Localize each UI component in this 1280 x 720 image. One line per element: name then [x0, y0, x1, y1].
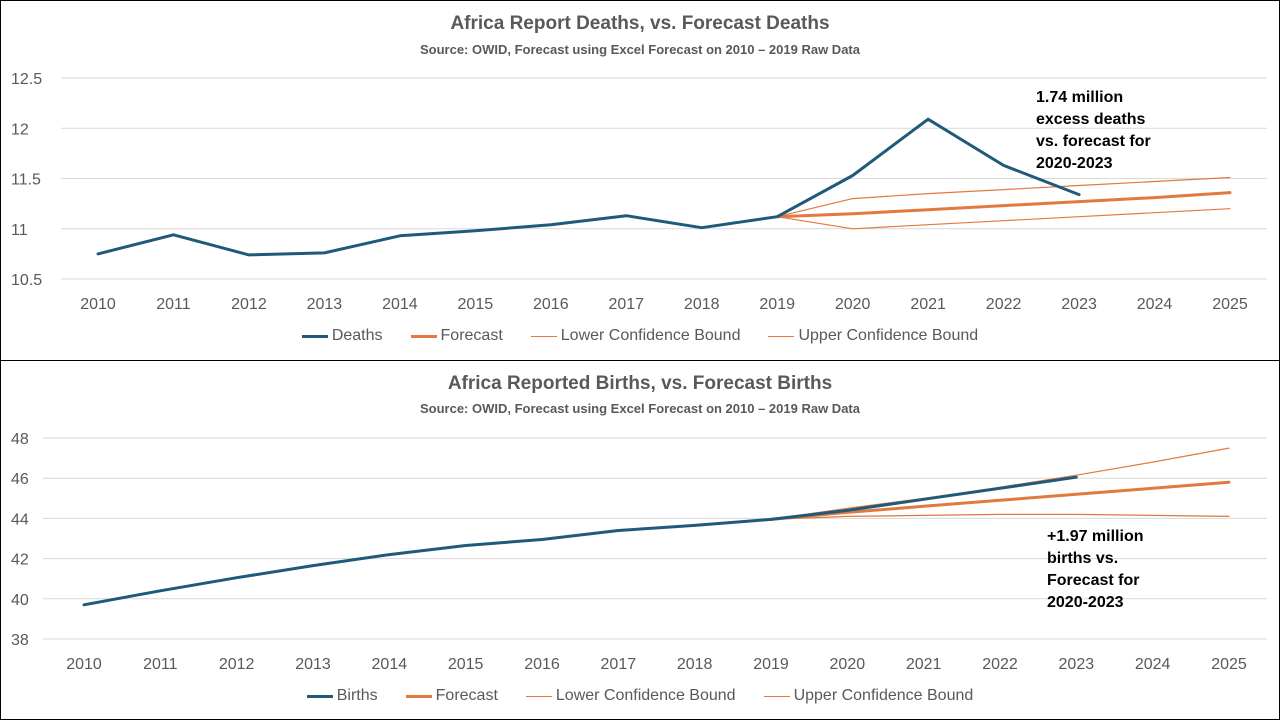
deaths-x-tick-label: 2022	[986, 296, 1022, 313]
births-x-tick-label: 2011	[143, 656, 178, 673]
births-y-tick-label: 42	[11, 552, 29, 569]
births-y-tick-label: 40	[11, 592, 29, 609]
legend-item-deaths-lower: Lower Confidence Bound	[530, 327, 741, 345]
deaths-x-tick-label: 2025	[1212, 296, 1248, 313]
legend-swatch-forecast	[410, 334, 437, 338]
legend-label-forecast: Forecast	[440, 327, 503, 344]
deaths-x-tick-label: 2014	[382, 296, 418, 313]
births-x-tick-label: 2010	[66, 656, 102, 673]
deaths-y-tick-label: 11	[11, 222, 28, 239]
deaths-x-tick-label: 2024	[1137, 296, 1173, 313]
legend-item-births-forecast: Forecast	[405, 687, 498, 705]
deaths-forecast-line	[775, 191, 1232, 219]
births-x-tick-label: 2021	[906, 656, 942, 673]
deaths-x-tick-label: 2010	[80, 296, 116, 313]
births-lower-bound-line	[770, 513, 1230, 520]
births-chart-title: Africa Reported Births, vs. Forecast Bir…	[447, 373, 833, 394]
legend-label-upper-b: Upper Confidence Bound	[793, 687, 974, 704]
births-chart-panel: Africa Reported Births, vs. Forecast Bir…	[0, 360, 1280, 720]
legend-swatch-lower	[530, 335, 557, 337]
deaths-annotation: 1.74 million excess deaths vs. forecast …	[1036, 89, 1151, 172]
births-x-tick-label: 2023	[1059, 656, 1095, 673]
legend-swatch-deaths	[301, 334, 328, 338]
births-x-tick-label: 2012	[219, 656, 255, 673]
births-x-tick-label: 2020	[830, 656, 866, 673]
births-annotation: +1.97 million births vs. Forecast for 20…	[1047, 528, 1144, 611]
legend-item-deaths: Deaths	[301, 327, 383, 345]
legend-item-deaths-upper: Upper Confidence Bound	[768, 327, 978, 345]
births-x-tick-label: 2022	[982, 656, 1018, 673]
legend-swatch-upper	[768, 335, 795, 337]
births-x-tick-label: 2025	[1211, 656, 1247, 673]
deaths-actual-line	[96, 117, 1081, 257]
legend-item-deaths-forecast: Forecast	[410, 327, 503, 345]
births-actual-line	[82, 475, 1078, 607]
deaths-x-tick-label: 2021	[910, 296, 946, 313]
births-chart-plot: 38 40 42 44 46 48 2010 2011 2012 2013 2014 2015 2016…	[11, 431, 1267, 673]
births-y-tick-label: 44	[11, 511, 29, 528]
deaths-lower-bound-line	[776, 208, 1231, 230]
births-x-tick-label: 2018	[677, 656, 713, 673]
births-y-tick-label: 46	[11, 471, 29, 488]
deaths-chart-panel: Africa Report Deaths, vs. Forecast Death…	[0, 0, 1280, 361]
legend-swatch-upper-b	[763, 695, 790, 697]
births-x-tick-label: 2017	[601, 656, 637, 673]
deaths-legend: Deaths Forecast Lower Confidence Bound U…	[1, 327, 1279, 345]
births-x-tick-label: 2014	[372, 656, 408, 673]
deaths-x-tick-label: 2013	[307, 296, 343, 313]
deaths-y-tick-label: 12	[11, 121, 29, 138]
deaths-x-tick-label: 2011	[156, 296, 191, 313]
legend-item-births: Births	[306, 687, 378, 705]
deaths-chart-subtitle: Source: OWID, Forecast using Excel Forec…	[419, 42, 860, 57]
deaths-upper-bound-line	[776, 176, 1231, 218]
deaths-x-tick-label: 2016	[533, 296, 569, 313]
births-x-tick-label: 2024	[1135, 656, 1171, 673]
births-upper-bound-line	[770, 447, 1230, 520]
legend-swatch-lower-b	[525, 695, 552, 697]
legend-label-forecast-b: Forecast	[435, 687, 498, 704]
births-x-tick-label: 2015	[448, 656, 484, 673]
deaths-x-tick-label: 2018	[684, 296, 720, 313]
births-chart-subtitle: Source: OWID, Forecast using Excel Forec…	[419, 401, 860, 416]
deaths-y-tick-label: 11.5	[11, 172, 41, 189]
deaths-x-tick-label: 2017	[608, 296, 644, 313]
births-y-tick-label: 38	[11, 632, 29, 649]
deaths-x-tick-label: 2023	[1061, 296, 1097, 313]
births-legend: Births Forecast Lower Confidence Bound U…	[1, 687, 1279, 705]
legend-label-deaths: Deaths	[331, 327, 383, 344]
births-x-tick-label: 2019	[753, 656, 789, 673]
births-y-tick-label: 48	[11, 431, 29, 448]
births-forecast-line	[769, 480, 1231, 521]
deaths-chart-plot: 10.5 11 11.5 12 12.5 2010 2011 2012 2013 2014 2015…	[11, 71, 1267, 313]
legend-label-lower: Lower Confidence Bound	[560, 327, 741, 344]
legend-label-upper: Upper Confidence Bound	[798, 327, 979, 344]
deaths-y-tick-label: 10.5	[11, 272, 42, 289]
deaths-y-tick-label: 12.5	[11, 71, 42, 88]
deaths-x-tick-label: 2020	[835, 296, 871, 313]
deaths-x-tick-label: 2015	[458, 296, 494, 313]
births-x-tick-label: 2016	[524, 656, 560, 673]
deaths-x-tick-label: 2012	[231, 296, 267, 313]
deaths-x-tick-label: 2019	[759, 296, 795, 313]
legend-label-lower-b: Lower Confidence Bound	[555, 687, 736, 704]
legend-swatch-births	[306, 694, 333, 698]
deaths-chart-title: Africa Report Deaths, vs. Forecast Death…	[450, 13, 830, 34]
births-x-tick-label: 2013	[295, 656, 331, 673]
legend-swatch-forecast-b	[405, 694, 432, 698]
legend-item-births-upper: Upper Confidence Bound	[763, 687, 974, 705]
legend-label-births: Births	[336, 687, 378, 704]
legend-item-births-lower: Lower Confidence Bound	[525, 687, 736, 705]
